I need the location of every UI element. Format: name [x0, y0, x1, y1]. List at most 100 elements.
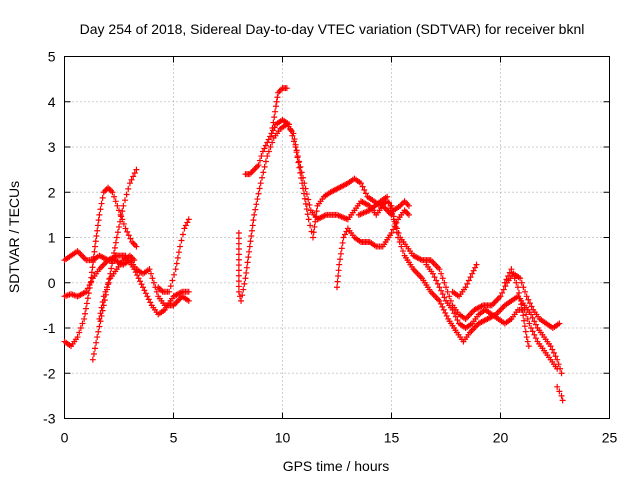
- data-point: [300, 190, 307, 197]
- series-trace-f: [155, 216, 192, 295]
- data-point: [235, 240, 242, 247]
- data-point: [167, 283, 174, 290]
- data-point: [90, 351, 97, 358]
- data-point: [297, 163, 304, 170]
- data-point: [290, 138, 297, 145]
- data-point: [556, 320, 563, 327]
- data-point: [300, 185, 307, 192]
- data-point: [91, 248, 98, 255]
- data-point: [465, 277, 472, 284]
- data-point: [122, 225, 129, 232]
- data-point: [262, 142, 269, 149]
- data-point: [294, 154, 301, 161]
- data-point: [274, 94, 281, 101]
- data-point: [443, 284, 449, 291]
- data-point: [467, 274, 474, 281]
- y-tick-label: 1: [48, 230, 56, 246]
- y-tick-label: 4: [48, 94, 56, 110]
- series-trace-g: [235, 121, 395, 304]
- data-point: [150, 279, 157, 286]
- data-point: [547, 343, 554, 350]
- data-point: [296, 164, 303, 171]
- data-point: [298, 175, 305, 182]
- data-point: [255, 162, 262, 169]
- data-point: [525, 296, 532, 303]
- data-point: [446, 293, 453, 300]
- data-point: [153, 288, 160, 295]
- data-point: [96, 315, 103, 322]
- data-point: [257, 180, 264, 187]
- data-point: [339, 239, 346, 246]
- x-tick-label: 20: [493, 430, 509, 446]
- data-point: [523, 334, 530, 341]
- data-point: [451, 310, 458, 317]
- data-point: [98, 200, 105, 207]
- data-point: [171, 271, 178, 278]
- axis-ticks: 0 5 10 15 20 25 -3 -2 -1 0 1 2 3 4 5: [43, 49, 617, 446]
- data-point: [295, 159, 302, 166]
- data-point: [293, 149, 300, 156]
- data-point: [82, 310, 89, 317]
- data-point: [131, 257, 138, 264]
- data-point: [513, 279, 520, 286]
- data-point: [125, 185, 132, 192]
- data-point: [473, 261, 480, 268]
- data-point: [517, 275, 524, 282]
- data-point: [436, 297, 443, 304]
- data-point: [337, 250, 344, 257]
- data-point: [179, 231, 186, 238]
- data-point: [532, 335, 539, 342]
- data-point: [243, 269, 250, 276]
- data-point: [241, 280, 248, 287]
- data-point: [100, 293, 107, 300]
- data-point: [105, 279, 112, 286]
- data-point: [235, 278, 242, 285]
- data-point: [245, 254, 252, 261]
- data-point: [337, 256, 344, 263]
- data-point: [313, 208, 320, 215]
- data-point: [182, 222, 189, 229]
- data-point: [335, 272, 342, 279]
- data-point: [235, 229, 242, 236]
- data-point: [235, 246, 242, 253]
- data-point: [523, 311, 530, 318]
- y-tick-label: 5: [48, 49, 56, 65]
- data-point: [116, 223, 122, 230]
- data-point: [472, 264, 479, 271]
- data-point: [86, 284, 93, 291]
- data-point: [121, 197, 128, 204]
- data-point: [114, 229, 121, 236]
- data-point: [521, 317, 528, 324]
- data-point: [267, 133, 274, 140]
- data-point: [89, 264, 96, 271]
- data-point: [242, 275, 249, 282]
- x-tick-label: 15: [384, 430, 400, 446]
- data-point: [235, 288, 242, 295]
- data-point: [558, 392, 565, 399]
- data-point: [124, 228, 131, 235]
- data-point: [357, 180, 364, 187]
- data-point: [524, 315, 531, 322]
- data-point: [301, 195, 308, 202]
- series-trace-m: [423, 261, 561, 372]
- data-point: [273, 98, 280, 105]
- data-point: [126, 180, 133, 187]
- data-point: [131, 266, 138, 273]
- data-point: [111, 193, 118, 200]
- data-point: [554, 356, 561, 363]
- data-point: [520, 312, 527, 319]
- data-point: [166, 288, 173, 295]
- data-point: [271, 114, 278, 121]
- data-point: [76, 329, 83, 336]
- data-point: [185, 288, 192, 295]
- y-tick-label: 3: [48, 139, 56, 155]
- data-point: [454, 317, 461, 324]
- data-point: [256, 157, 263, 164]
- data-point: [384, 193, 391, 200]
- data-point: [85, 290, 92, 297]
- data-point: [134, 272, 141, 279]
- data-point: [436, 266, 443, 273]
- data-point: [299, 180, 306, 187]
- data-point: [272, 103, 279, 110]
- data-point: [128, 176, 135, 183]
